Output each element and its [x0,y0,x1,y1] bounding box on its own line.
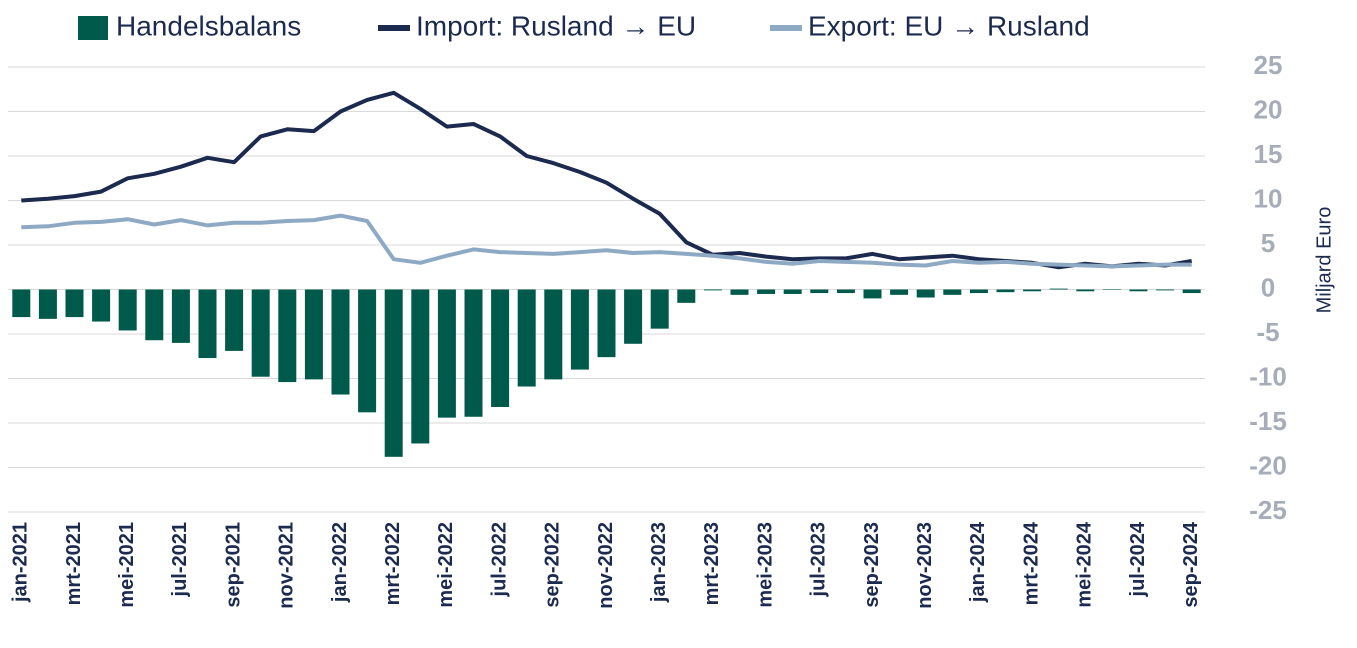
x-tick-label: sep-2023 [861,522,883,608]
bar [278,289,297,383]
bar [198,289,217,359]
legend-swatch [78,16,108,40]
y-tick-label: 5 [1261,228,1275,258]
x-tick-label: sep-2021 [222,522,244,608]
bar [251,289,270,377]
x-tick-label: mei-2021 [116,522,138,608]
bar [890,289,909,295]
bar [118,289,137,331]
bar [464,289,483,417]
bar [225,289,244,351]
bar [1129,289,1148,292]
bar [730,289,749,295]
bar [358,289,377,413]
x-tick-label: mei-2022 [435,522,457,608]
bar [145,289,164,341]
legend-label: Export: EU → Rusland [808,10,1090,41]
bar [331,289,350,395]
x-tick-label: jan-2023 [648,522,670,603]
x-tick-label: mrt-2024 [1020,521,1042,605]
x-tick-label: jul-2024 [1127,521,1149,597]
bar [1076,289,1095,292]
x-tick-label: nov-2022 [595,522,617,609]
x-tick-label: nov-2021 [276,522,298,609]
bar [171,289,190,343]
x-tick-label: sep-2022 [542,522,564,608]
bar [863,289,882,299]
y-axis-label: Miljard Euro [1313,207,1335,314]
x-tick-label: mrt-2022 [382,522,404,605]
x-tick-label: jan-2022 [329,522,351,603]
x-tick-label: mei-2024 [1074,521,1096,607]
bar [1049,288,1068,290]
x-tick-label: jul-2023 [808,522,830,597]
bar [12,289,31,318]
bar [650,289,669,329]
bar [836,289,855,294]
x-tick-label: jul-2022 [488,522,510,597]
bar [1102,289,1121,290]
y-tick-label: -5 [1256,317,1279,347]
bar [943,289,962,295]
bar [1023,289,1042,292]
y-tick-label: 0 [1261,272,1275,302]
bar [757,289,776,294]
bar [916,289,935,298]
bar [304,289,323,380]
y-tick-label: -15 [1249,406,1287,436]
x-tick-label: jul-2021 [169,522,191,597]
y-tick-label: -20 [1249,450,1287,480]
y-tick-label: 20 [1254,94,1283,124]
x-tick-label: mrt-2023 [701,522,723,605]
bar [597,289,616,358]
bar [703,289,722,291]
line [21,90,1193,270]
bar [996,289,1015,293]
bar [437,289,456,418]
x-tick-label: sep-2024 [1180,521,1202,607]
bar [570,289,589,370]
bar [491,289,510,407]
bar [783,289,802,294]
bar [65,289,84,318]
legend-label: Handelsbalans [116,10,301,41]
bar [1182,289,1201,294]
x-tick-label: mei-2023 [754,522,776,608]
bar [517,289,536,387]
bar [624,289,643,344]
bar [544,289,563,380]
x-tick-label: jan-2021 [10,522,32,603]
bar [411,289,430,444]
line [21,213,1192,269]
y-tick-label: 15 [1254,139,1283,169]
y-tick-label: -10 [1249,361,1287,391]
bar [1156,289,1175,291]
bar [92,289,111,322]
bar [969,289,988,294]
y-tick-label: 10 [1254,183,1283,213]
y-tick-label: -25 [1249,495,1287,525]
x-tick-label: jan-2024 [967,521,989,603]
x-tick-label: mrt-2021 [63,522,85,605]
bar [810,289,829,294]
bar [677,289,696,303]
x-tick-label: nov-2023 [914,522,936,609]
legend-label: Import: Rusland → EU [416,10,696,41]
y-tick-label: 25 [1254,50,1283,80]
bar [38,289,57,319]
bar [384,289,403,457]
